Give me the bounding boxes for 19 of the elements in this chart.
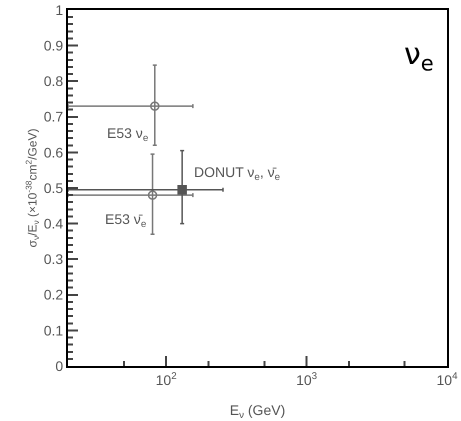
y-tick-label: 0.4 [44,216,64,232]
annotation: E53 ν̄$_{e}$ [105,211,147,230]
y-tick-label: 0.5 [44,180,64,196]
y-tick-label: 1 [55,2,64,18]
y-tick-label: 0.6 [44,144,64,160]
annotation: ν$_{e}$ [404,37,434,76]
y-tick-label: 0.2 [44,286,64,303]
y-tick-label: 0.9 [44,38,64,54]
x-axis-title: E$_{ν}$ (GeV) [230,402,286,421]
x-tick-label: 10$^{4}$ [436,370,458,388]
annotation: DONUT ν$_{e}$, ν̄$_{e}$ [194,164,281,183]
annotation: E53 ν$_{e}$ [107,125,149,144]
x-tick-label: 10$^{3}$ [296,370,318,388]
y-tick-label: 0 [55,358,64,374]
y-tick-label: 0.1 [44,322,64,338]
y-tick-label: 0.7 [44,108,64,125]
y-tick-label: 0.3 [44,251,64,268]
y-tick-label: 0.8 [44,73,64,90]
x-tick-label: 10$^{2}$ [156,370,177,388]
